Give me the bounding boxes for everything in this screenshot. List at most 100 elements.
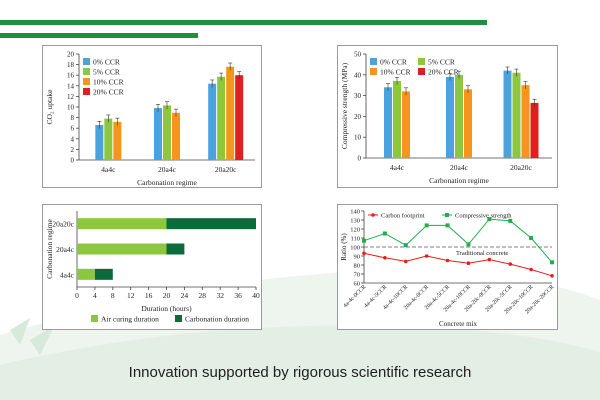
x-axis-title: Carbonation regime (429, 176, 489, 185)
y-tick-label: 12 (67, 93, 75, 101)
bar-10-ccr-20a20c (226, 66, 235, 160)
bar-10-ccr-20a4c (464, 89, 472, 158)
point-carbon-footprint-20a-20c-5ccr (508, 262, 513, 266)
y-tick-label: 20 (354, 113, 362, 121)
x-tick-label: 8 (111, 291, 115, 300)
co2-uptake-chart: 0 2 4 6 8 10 12 14 16 18 20 4a4c 20a4c 20a20c Carbonat… (45, 51, 255, 187)
legend-swatch-0-ccr (83, 58, 90, 65)
legend-label-air-curing-duration: Air curing duration (101, 315, 159, 324)
bar-20-ccr-20a20c (530, 102, 539, 158)
point-compressive-strength-20a-20c-10ccr (529, 236, 534, 240)
point-carbon-footprint-20a-20c-0ccr (487, 257, 492, 262)
bar-5-ccr-4a4c (104, 118, 113, 160)
y-tick-label: 100 (350, 245, 360, 252)
x-tick-label: 12 (127, 291, 135, 300)
bar-0-ccr-20a4c (446, 76, 454, 158)
y-tick-label: 120 (350, 227, 360, 234)
point-compressive-strength-20a-20c-20ccr (550, 260, 554, 265)
y-tick-label: 8 (71, 114, 75, 122)
series-line-carbon-footprint (363, 252, 553, 277)
bar-10-ccr-20a4c (172, 112, 180, 160)
y-tick-label: 18 (67, 61, 75, 69)
point-compressive-strength-20a-4c-0ccr (424, 223, 429, 228)
x-tick-label: 24 (181, 291, 189, 300)
legend-swatch-0-ccr (370, 58, 377, 65)
point-carbon-footprint-20a-4c-5ccr (445, 258, 450, 263)
legend-label-5-ccr: 5% CCR (428, 58, 455, 67)
bar-0-ccr-4a4c (95, 125, 104, 160)
y-tick-label: 110 (350, 236, 360, 243)
point-compressive-strength-20a-20c-5ccr (508, 218, 513, 223)
bar-5-ccr-20a20c (217, 76, 226, 160)
point-compressive-strength-4a-4c-0ccr (362, 238, 366, 243)
x-tick-label: 0 (75, 291, 79, 300)
duration-chart: 0 4 8 12 16 20 24 28 32 36 40 4a4c 20a4c 20a20c Durati… (45, 211, 260, 324)
header-stripe-long (0, 20, 487, 25)
y-tick-label: 80 (354, 263, 361, 270)
y-tick-label: 10 (354, 134, 362, 142)
bar-0-ccr-20a20c (208, 83, 217, 160)
bar-10-ccr-4a4c (402, 91, 410, 158)
duration-chart-panel: 0 4 8 12 16 20 24 28 32 36 40 4a4c 20a4c 20a20c Durati… (42, 204, 262, 330)
x-tick-label: 4 (93, 291, 97, 300)
y-axis-title: Carbonation regime (45, 218, 54, 278)
y-tick-label: 140 (350, 209, 360, 216)
bar-5-ccr-20a20c (512, 72, 521, 158)
legend-label-20-ccr: 20% CCR (428, 68, 459, 77)
bar-air-curing-duration-20a4c (77, 243, 167, 255)
series-line-compressive-strength (363, 218, 553, 263)
y-axis-title: CO₂ uptake (45, 89, 54, 125)
point-carbon-footprint-20a-4c-10ccr (466, 261, 471, 265)
ratio-chart-panel: 60 70 80 90 100 110 120 130 140 Traditional concr… (337, 204, 558, 330)
bar-10-ccr-20a20c (521, 85, 530, 158)
x-tick-label: 20a20c (215, 165, 237, 174)
bar-5-ccr-20a4c (455, 74, 463, 158)
x-tick-label: 20a4c (450, 163, 469, 172)
x-tick-label: 36 (234, 291, 242, 300)
y-tick-label: 70 (354, 272, 361, 279)
x-tick-label: 32 (216, 291, 224, 300)
ratio-chart: 60 70 80 90 100 110 120 130 140 Traditional concr… (340, 209, 556, 329)
compressive-strength-chart-panel: 0 10 20 30 40 50 4a4c 20a4c 20a20c Carbonation re… (337, 45, 558, 188)
point-carbon-footprint-20a-20c-20ccr (550, 274, 554, 278)
y-tick-label: 0 (358, 155, 362, 163)
point-compressive-strength-20a-20c-0ccr (487, 217, 492, 222)
compressive-strength-chart: 0 10 20 30 40 50 4a4c 20a4c 20a20c Carbonation re… (340, 51, 552, 185)
y-tick-label: 20a20c (52, 220, 74, 229)
legend-label-10-ccr: 10% CCR (93, 78, 124, 87)
point-compressive-strength-20a-4c-10ccr (466, 242, 471, 247)
x-tick-label: 20a20c (510, 163, 532, 172)
legend-label-0-ccr: 0% CCR (380, 58, 407, 67)
legend-marker-carbon-footprint (371, 213, 375, 217)
bar-carbonation-duration-20a20c (166, 218, 256, 230)
legend-swatch-air-curing-duration (91, 315, 98, 322)
y-axis-title: Compressive strength (MPa) (340, 62, 349, 149)
point-carbon-footprint-4a-4c-0ccr (362, 251, 366, 256)
y-tick-label: 6 (71, 125, 75, 133)
bar-0-ccr-4a4c (384, 87, 392, 158)
bar-5-ccr-20a4c (163, 105, 171, 160)
y-tick-label: 2 (71, 146, 75, 154)
x-tick-label: 16 (145, 291, 153, 300)
legend-label-carbon-footprint: Carbon footprint (381, 213, 425, 220)
legend-swatch-20-ccr (83, 88, 90, 95)
point-compressive-strength-4a-4c-10ccr (403, 243, 408, 248)
bar-0-ccr-20a20c (503, 70, 512, 158)
point-carbon-footprint-4a-4c-10ccr (403, 259, 408, 264)
point-carbon-footprint-4a-4c-5ccr (383, 256, 387, 260)
y-tick-label: 0 (71, 157, 75, 165)
y-tick-label: 4a4c (60, 270, 75, 279)
y-tick-label: 14 (67, 82, 75, 90)
x-tick-label: 20a4c (158, 165, 177, 174)
y-axis-title: Ratio (%) (340, 233, 348, 261)
y-tick-label: 16 (67, 72, 75, 80)
x-axis-title: Concrete mix (439, 320, 477, 328)
y-tick-label: 30 (354, 92, 362, 100)
x-tick-label: 28 (199, 291, 207, 300)
legend-swatch-5-ccr (83, 68, 90, 75)
x-tick-label: 4a4c (101, 165, 116, 174)
legend-swatch-10-ccr (370, 68, 377, 75)
x-tick-label: 4a4c (390, 163, 405, 172)
point-compressive-strength-4a-4c-5ccr (382, 231, 387, 236)
point-carbon-footprint-20a-4c-0ccr (424, 254, 429, 258)
